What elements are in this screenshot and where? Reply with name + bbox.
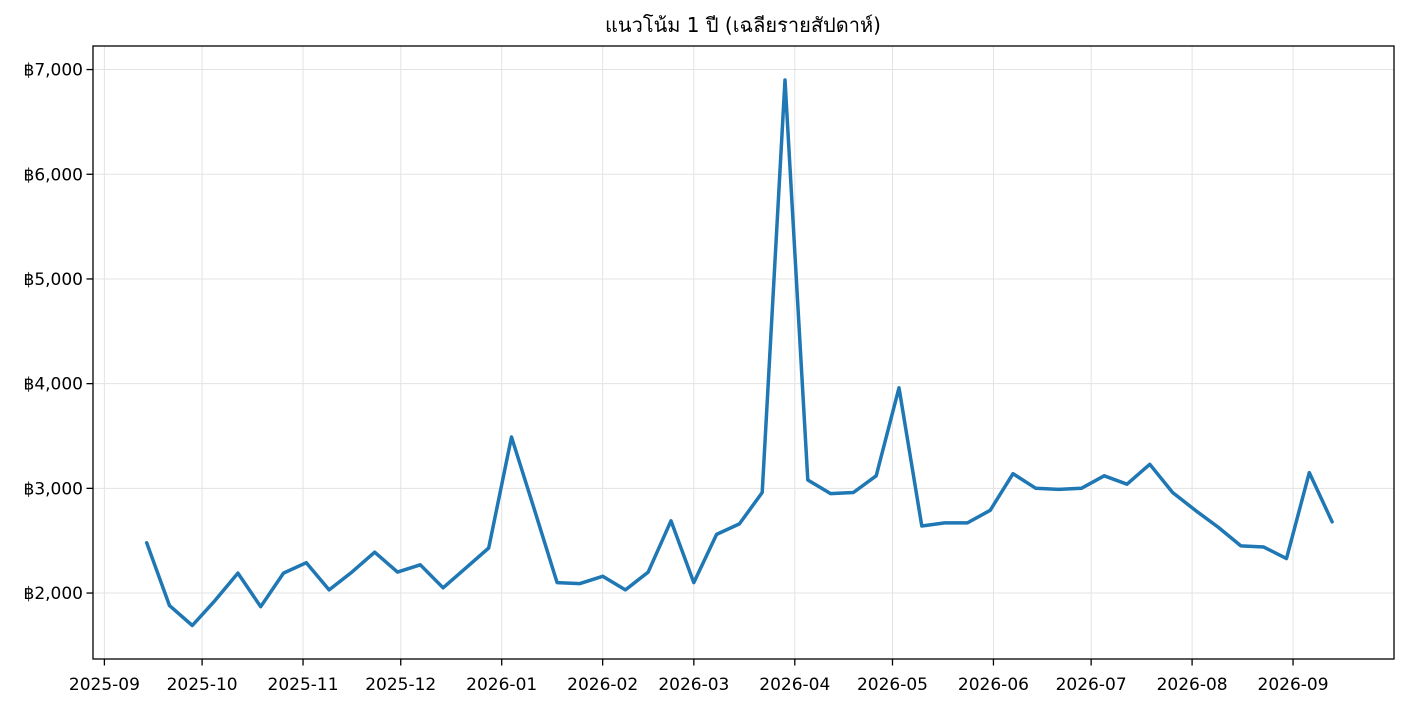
y-tick-label: ฿7,000	[24, 61, 83, 81]
axis-tick-marks	[86, 68, 1294, 666]
y-tick-label: ฿2,000	[24, 584, 83, 604]
x-tick-label: 2025-10	[167, 675, 238, 695]
data-series-layer	[144, 78, 1334, 628]
plot-frame	[92, 45, 1395, 660]
y-tick-label: ฿4,000	[24, 375, 83, 395]
x-tick-label: 2025-09	[69, 675, 140, 695]
gridlines	[93, 46, 1394, 659]
x-tick-label: 2025-11	[268, 675, 339, 695]
x-tick-label: 2026-09	[1258, 675, 1329, 695]
x-tick-label: 2026-08	[1157, 675, 1228, 695]
x-tick-label: 2026-03	[658, 675, 729, 695]
trend-line	[144, 78, 1334, 628]
y-tick-label: ฿5,000	[24, 270, 83, 290]
y-tick-label: ฿3,000	[24, 479, 83, 499]
x-tick-label: 2026-05	[857, 675, 928, 695]
x-tick-label: 2025-12	[365, 675, 436, 695]
x-tick-label: 2026-02	[567, 675, 638, 695]
x-tick-label: 2026-06	[958, 675, 1029, 695]
x-tick-label: 2026-01	[466, 675, 537, 695]
x-tick-label: 2026-04	[759, 675, 830, 695]
y-tick-label: ฿6,000	[24, 165, 83, 185]
axis-tick-labels: 2025-09 2025-10 2025-11 2025-12 2026-01 2026-…	[24, 61, 1329, 695]
chart-title: แนวโน้ม 1 ปี (เฉลียรายสัปดาห์)	[605, 13, 881, 37]
x-tick-label: 2026-07	[1056, 675, 1127, 695]
